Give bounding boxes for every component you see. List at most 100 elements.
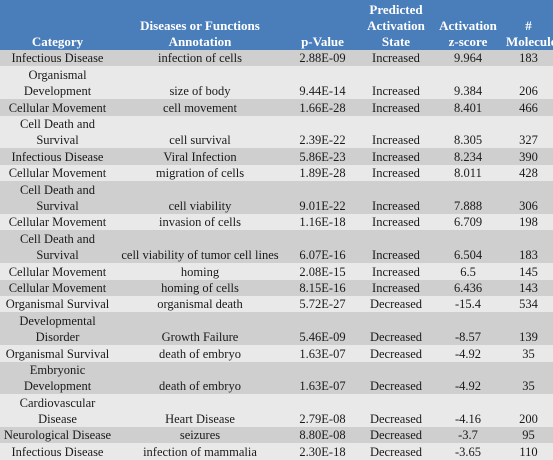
cell-annotation: invasion of cells — [115, 213, 285, 231]
cell-p-value: 8.80E-08 — [285, 427, 360, 444]
cell-category: Organismal Survival — [0, 345, 115, 362]
cell-annotation: death of embryo — [115, 345, 285, 362]
table-row: Cell Death and Survival cell viability 9… — [0, 181, 553, 214]
cell-z-score: 8.011 — [432, 164, 504, 182]
cell-annotation: organismal death — [115, 295, 285, 313]
cell-p-value: 1.63E-07 — [285, 345, 360, 362]
cell-molecules: 139 — [504, 312, 553, 346]
cell-z-score: -4.92 — [432, 345, 504, 362]
cell-molecules: 143 — [504, 279, 553, 296]
cell-state: Decreased — [360, 361, 432, 395]
cell-annotation: migration of cells — [115, 164, 285, 182]
cell-category: Cell Death and Survival — [0, 230, 115, 264]
cell-state: Increased — [360, 66, 432, 100]
cell-annotation: death of embryo — [115, 361, 285, 395]
cell-state: Increased — [360, 99, 432, 116]
cell-category: Developmental Disorder — [0, 312, 115, 346]
cell-category: Organismal Survival — [0, 295, 115, 313]
cell-molecules: 183 — [504, 50, 553, 67]
cell-z-score: 8.305 — [432, 115, 504, 149]
cell-annotation: cell movement — [115, 99, 285, 116]
cell-p-value: 5.72E-27 — [285, 295, 360, 313]
cell-annotation: Heart Disease — [115, 394, 285, 428]
table-row: Cardiovascular Disease Heart Disease 2.7… — [0, 394, 553, 428]
cell-z-score: 6.709 — [432, 213, 504, 231]
cell-p-value: 2.79E-08 — [285, 394, 360, 428]
cell-p-value: 6.07E-16 — [285, 230, 360, 264]
cell-molecules: 327 — [504, 115, 553, 149]
cell-state: Decreased — [360, 312, 432, 346]
cell-p-value: 2.08E-15 — [285, 263, 360, 280]
table-row: Cellular Movement invasion of cells 1.16… — [0, 213, 553, 231]
cell-z-score: -3.7 — [432, 427, 504, 444]
cell-z-score: -4.92 — [432, 361, 504, 395]
cell-annotation: Growth Failure — [115, 312, 285, 346]
cell-molecules: 466 — [504, 99, 553, 116]
cell-annotation: infection of cells — [115, 50, 285, 67]
cell-p-value: 2.39E-22 — [285, 115, 360, 149]
cell-state: Decreased — [360, 345, 432, 362]
cell-state: Increased — [360, 279, 432, 296]
cell-p-value: 9.44E-14 — [285, 66, 360, 100]
cell-category: Infectious Disease — [0, 443, 115, 460]
table-row: Developmental Disorder Growth Failure 5.… — [0, 312, 553, 346]
cell-z-score: -4.16 — [432, 394, 504, 428]
cell-z-score: 7.888 — [432, 181, 504, 214]
cell-molecules: 35 — [504, 361, 553, 395]
table-row: Cell Death and Survival cell viability o… — [0, 230, 553, 264]
cell-molecules: 110 — [504, 443, 553, 460]
cell-annotation: infection of mammalia — [115, 443, 285, 460]
cell-p-value: 1.63E-07 — [285, 361, 360, 395]
cell-molecules: 198 — [504, 213, 553, 231]
cell-category: Cell Death and Survival — [0, 181, 115, 214]
cell-molecules: 200 — [504, 394, 553, 428]
cell-molecules: 428 — [504, 164, 553, 182]
table-row: Organismal Development size of body 9.44… — [0, 66, 553, 100]
cell-state: Increased — [360, 230, 432, 264]
header-z-score: Activation z-score — [432, 0, 504, 50]
cell-annotation: seizures — [115, 427, 285, 444]
cell-category: Cardiovascular Disease — [0, 394, 115, 428]
cell-molecules: 35 — [504, 345, 553, 362]
cell-p-value: 9.01E-22 — [285, 181, 360, 214]
table-row: Organismal Survival death of embryo 1.63… — [0, 345, 553, 362]
table-row: Cellular Movement cell movement 1.66E-28… — [0, 99, 553, 116]
cell-p-value: 5.46E-09 — [285, 312, 360, 346]
cell-p-value: 5.86E-23 — [285, 148, 360, 165]
header-molecules: # Molecules — [504, 0, 553, 50]
cell-annotation: size of body — [115, 66, 285, 100]
table-row: Infectious Disease infection of cells 2.… — [0, 50, 553, 67]
cell-z-score: 6.504 — [432, 230, 504, 264]
header-row: Category Diseases or Functions Annotatio… — [0, 0, 553, 50]
cell-category: Cellular Movement — [0, 263, 115, 280]
cell-annotation: homing of cells — [115, 279, 285, 296]
cell-category: Neurological Disease — [0, 427, 115, 444]
cell-z-score: -8.57 — [432, 312, 504, 346]
table-row: Infectious Disease Viral Infection 5.86E… — [0, 148, 553, 165]
cell-annotation: cell survival — [115, 115, 285, 149]
cell-annotation: Viral Infection — [115, 148, 285, 165]
cell-molecules: 183 — [504, 230, 553, 264]
cell-molecules: 145 — [504, 263, 553, 280]
header-activation-state: Predicted Activation State — [360, 0, 432, 50]
table-row: Cell Death and Survival cell survival 2.… — [0, 115, 553, 149]
cell-p-value: 2.88E-09 — [285, 50, 360, 67]
cell-annotation: cell viability — [115, 181, 285, 214]
cell-z-score: -3.65 — [432, 443, 504, 460]
cell-annotation: cell viability of tumor cell lines — [115, 230, 285, 264]
cell-z-score: 9.384 — [432, 66, 504, 100]
cell-p-value: 1.66E-28 — [285, 99, 360, 116]
cell-category: Cellular Movement — [0, 99, 115, 116]
cell-z-score: 8.401 — [432, 99, 504, 116]
cell-category: Infectious Disease — [0, 148, 115, 165]
cell-category: Cell Death and Survival — [0, 115, 115, 149]
cell-p-value: 1.89E-28 — [285, 164, 360, 182]
table-row: Cellular Movement homing 2.08E-15 Increa… — [0, 263, 553, 280]
cell-z-score: 9.964 — [432, 50, 504, 67]
cell-state: Increased — [360, 213, 432, 231]
cell-state: Increased — [360, 148, 432, 165]
cell-category: Embryonic Development — [0, 361, 115, 395]
cell-state: Decreased — [360, 295, 432, 313]
cell-z-score: 6.436 — [432, 279, 504, 296]
header-category: Category — [0, 0, 115, 50]
